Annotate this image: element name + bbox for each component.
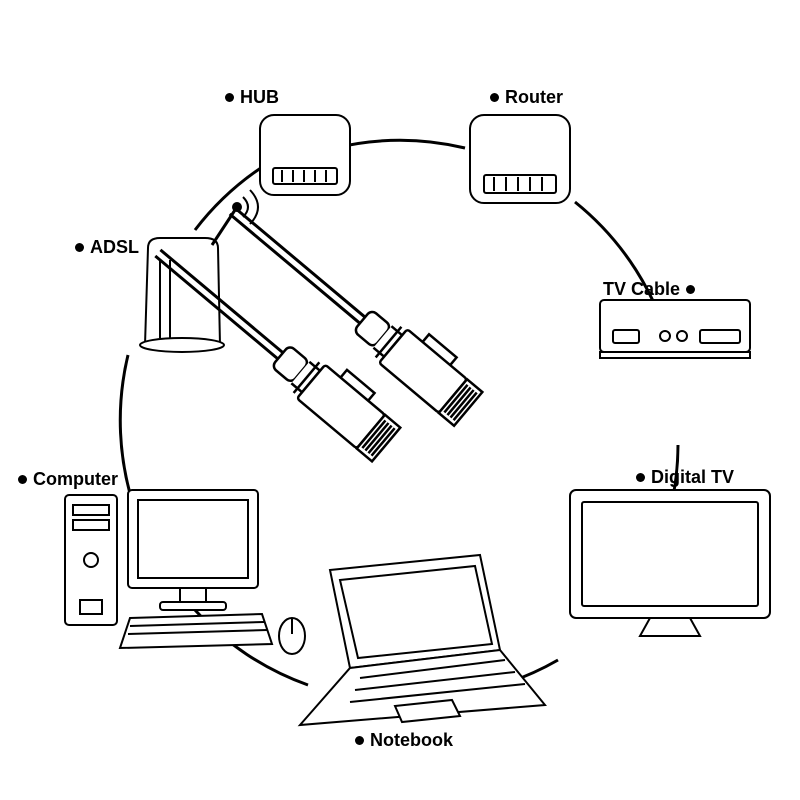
router-label: Router [490, 87, 563, 108]
hub-label: HUB [225, 87, 279, 108]
bullet-icon [18, 475, 27, 484]
bullet-icon [490, 93, 499, 102]
digitaltv-icon [570, 490, 770, 636]
bullet-icon [636, 473, 645, 482]
computer-label: Computer [18, 469, 118, 490]
bullet-icon [75, 243, 84, 252]
digitaltv-label: Digital TV [636, 467, 734, 488]
label-text: Notebook [370, 730, 453, 751]
tvcable-icon [600, 300, 750, 358]
bullet-icon [686, 285, 695, 294]
diagram-svg [0, 0, 800, 800]
label-text: Digital TV [651, 467, 734, 488]
adsl-label: ADSL [75, 237, 139, 258]
hub-icon [260, 115, 350, 195]
bullet-icon [225, 93, 234, 102]
label-text: HUB [240, 87, 279, 108]
label-text: TV Cable [603, 279, 680, 300]
notebook-icon [300, 555, 545, 725]
bullet-icon [355, 736, 364, 745]
label-text: Router [505, 87, 563, 108]
computer-icon [65, 490, 305, 654]
label-text: Computer [33, 469, 118, 490]
router-icon [470, 115, 570, 203]
label-text: ADSL [90, 237, 139, 258]
notebook-label: Notebook [355, 730, 453, 751]
network-diagram: HUB Router ADSL TV Cable Computer Digita… [0, 0, 800, 800]
tvcable-label: TV Cable [603, 279, 695, 300]
